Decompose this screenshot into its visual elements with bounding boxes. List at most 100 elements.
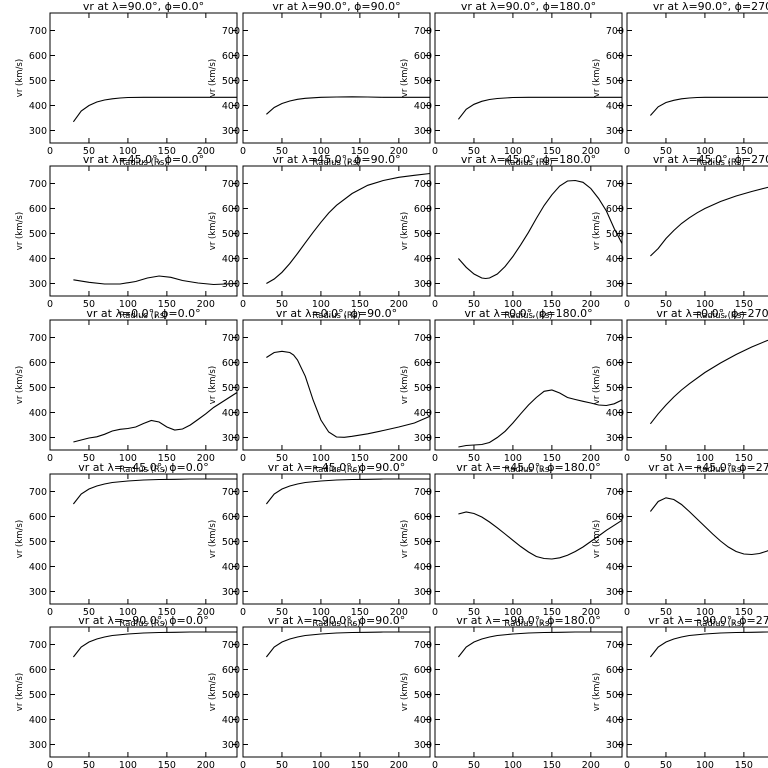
x-tick-label: 0 xyxy=(432,299,438,310)
y-tick-label: 300 xyxy=(222,587,240,598)
x-axis-label: Radius (Rs) xyxy=(312,619,360,629)
y-axis-label: vr (km/s) xyxy=(208,520,218,558)
y-tick-label: 500 xyxy=(606,229,624,240)
y-tick-label: 700 xyxy=(414,640,432,651)
x-tick-label: 100 xyxy=(696,146,714,157)
plot-frame xyxy=(49,12,238,144)
y-axis-label: vr (km/s) xyxy=(208,212,218,250)
x-tick-label: 0 xyxy=(624,760,630,768)
y-tick-label: 500 xyxy=(414,76,432,87)
x-tick-label: 0 xyxy=(47,760,53,768)
x-tick-label: 0 xyxy=(47,607,53,618)
y-tick-label: 600 xyxy=(29,51,47,62)
y-tick-label: 300 xyxy=(414,279,432,290)
subplot-1: vr at λ=90.0°, ϕ=90.0° 0 50 100 150 200 300 400… xyxy=(208,0,431,168)
x-tick-label: 200 xyxy=(390,146,408,157)
y-tick-label: 600 xyxy=(414,51,432,62)
series-line xyxy=(72,631,237,658)
plot-frame xyxy=(49,165,238,297)
x-tick-label: 50 xyxy=(276,760,288,768)
x-axis-label: Radius (Rs) xyxy=(696,619,744,629)
y-tick-label: 300 xyxy=(29,587,47,598)
series-line xyxy=(266,172,431,284)
x-tick-label: 0 xyxy=(432,607,438,618)
subplot-16: vr at λ=−90.0°, ϕ=0.0° 0 50 100 150 200 300 400… xyxy=(15,614,238,768)
x-tick-label: 100 xyxy=(504,146,522,157)
x-tick-label: 100 xyxy=(312,607,330,618)
y-axis-label: vr (km/s) xyxy=(400,520,410,558)
x-tick-label: 100 xyxy=(119,299,137,310)
plot-title: vr at λ=0.0°, ϕ=90.0° xyxy=(276,307,397,320)
subplot-2: vr at λ=90.0°, ϕ=180.0° 0 50 100 150 200 300 40… xyxy=(400,0,623,168)
series-line xyxy=(457,179,623,280)
y-tick-label: 400 xyxy=(222,715,240,726)
y-tick-label: 500 xyxy=(222,537,240,548)
y-tick-label: 600 xyxy=(414,665,432,676)
plot-title: vr at λ=45.0°, ϕ=0.0° xyxy=(83,153,204,166)
y-axis-label: vr (km/s) xyxy=(15,673,25,711)
y-tick-label: 600 xyxy=(222,204,240,215)
x-tick-label: 50 xyxy=(660,760,672,768)
x-tick-label: 150 xyxy=(158,760,176,768)
subplot-15: vr at λ=−45.0°, ϕ=270.0°0501001502003004… xyxy=(592,461,768,629)
subplot-4: vr at λ=45.0°, ϕ=0.0° 0 50 100 150 200 300 400 5… xyxy=(15,153,238,321)
plot-title: vr at λ=90.0°, ϕ=90.0° xyxy=(272,0,400,13)
x-tick-label: 150 xyxy=(735,453,753,464)
y-tick-label: 600 xyxy=(606,51,624,62)
plot-title: vr at λ=−45.0°, ϕ=90.0° xyxy=(268,461,405,474)
y-tick-label: 300 xyxy=(29,279,47,290)
y-tick-label: 600 xyxy=(606,204,624,215)
x-axis-label: Radius (Rs) xyxy=(119,619,167,629)
plot-frame xyxy=(242,473,431,605)
subplot-5: vr at λ=45.0°, ϕ=90.0° 0 50 100 150 200 300 400… xyxy=(208,153,431,321)
plot-title: vr at λ=0.0°, ϕ=180.0° xyxy=(464,307,592,320)
x-axis-label: Radius (Rs) xyxy=(119,158,167,168)
series-line xyxy=(266,96,430,115)
y-tick-label: 500 xyxy=(414,383,432,394)
y-tick-label: 400 xyxy=(606,408,624,419)
subplot-12: vr at λ=−45.0°, ϕ=0.0° 0 50 100 150 200 300 400… xyxy=(15,461,238,629)
x-tick-label: 50 xyxy=(83,299,95,310)
x-axis-label: Radius (Rs) xyxy=(119,311,167,321)
x-tick-label: 100 xyxy=(696,299,714,310)
y-tick-label: 400 xyxy=(414,254,432,265)
plot-frame xyxy=(434,12,623,144)
series-line xyxy=(265,631,430,658)
y-axis-label: vr (km/s) xyxy=(592,59,602,97)
y-axis-label: vr (km/s) xyxy=(15,212,25,250)
x-tick-label: 200 xyxy=(582,299,600,310)
y-axis-label: vr (km/s) xyxy=(400,366,410,404)
x-axis-label: Radius (Rs) xyxy=(119,465,167,475)
plot-frame xyxy=(434,626,623,758)
y-axis-label: vr (km/s) xyxy=(208,59,218,97)
x-tick-label: 200 xyxy=(197,146,215,157)
x-tick-label: 0 xyxy=(47,299,53,310)
y-tick-label: 700 xyxy=(222,333,240,344)
series-line xyxy=(649,631,768,658)
x-tick-label: 0 xyxy=(624,453,630,464)
x-tick-label: 100 xyxy=(504,760,522,768)
y-tick-label: 300 xyxy=(606,279,624,290)
x-tick-label: 0 xyxy=(240,760,246,768)
series-line xyxy=(266,350,431,438)
subplot-17: vr at λ=−90.0°, ϕ=90.0° 0 50 100 150 200 300 40… xyxy=(208,614,431,768)
y-tick-label: 300 xyxy=(29,740,47,751)
y-tick-label: 600 xyxy=(29,665,47,676)
y-axis-label: vr (km/s) xyxy=(15,59,25,97)
x-tick-label: 150 xyxy=(158,146,176,157)
plot-frame xyxy=(626,473,768,605)
series-line xyxy=(73,275,238,286)
x-tick-label: 150 xyxy=(735,146,753,157)
x-tick-label: 50 xyxy=(660,146,672,157)
plot-title: vr at λ=−45.0°, ϕ=0.0° xyxy=(78,461,208,474)
y-tick-label: 700 xyxy=(222,487,240,498)
x-tick-label: 150 xyxy=(351,607,369,618)
x-tick-label: 50 xyxy=(468,760,480,768)
x-axis-label: Radius (Rs) xyxy=(312,465,360,475)
y-tick-label: 600 xyxy=(222,358,240,369)
plot-frame xyxy=(49,319,238,451)
y-tick-label: 500 xyxy=(414,537,432,548)
plot-frame xyxy=(242,165,431,297)
x-tick-label: 50 xyxy=(660,299,672,310)
x-tick-label: 200 xyxy=(197,607,215,618)
